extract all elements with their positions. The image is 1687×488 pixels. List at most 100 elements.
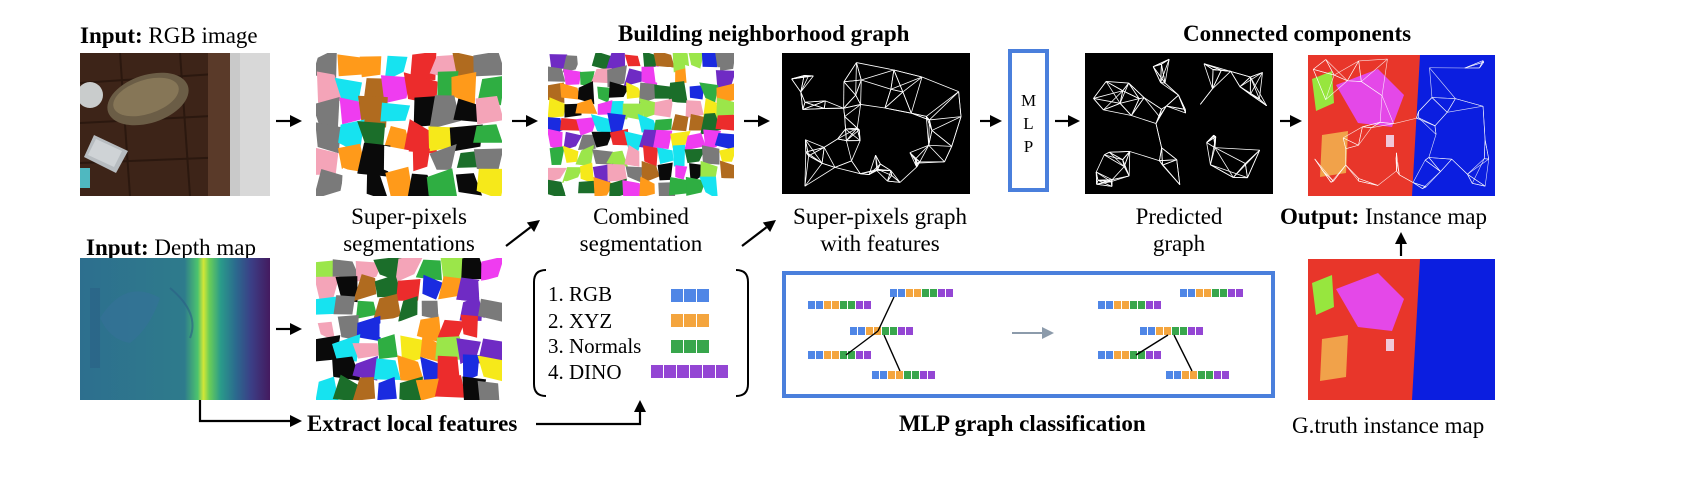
vector-cell	[1130, 351, 1137, 359]
feature-cell	[671, 314, 683, 327]
graph-edge	[890, 76, 923, 90]
superpixel-cell	[590, 114, 613, 134]
superpixel-cell	[352, 376, 376, 400]
graph-edge	[1412, 182, 1427, 188]
superpixel-cell	[577, 81, 595, 105]
superpixel-cell	[352, 355, 378, 381]
superpixel-cell	[606, 150, 628, 167]
feature-rgb-label: 1. RGB	[548, 282, 613, 306]
predicted-graph-caption: Predicted graph	[1085, 203, 1273, 257]
graph-edge	[856, 62, 894, 71]
superpixel-cell	[638, 98, 656, 119]
vector-cell	[808, 301, 815, 309]
graph-edge	[1109, 151, 1130, 153]
input-rgb-bold: Input:	[80, 23, 143, 48]
graph-edge	[1230, 70, 1251, 78]
graph-edge	[1483, 139, 1486, 159]
graph-edge	[860, 173, 870, 175]
superpixel-cell	[591, 68, 612, 84]
superpixel-cell	[715, 70, 734, 89]
superpixel-cell	[333, 295, 356, 315]
vector-cell	[930, 289, 937, 297]
superpixel-cell	[356, 315, 381, 342]
graph-edge	[1379, 95, 1383, 123]
superpixel-cell	[653, 66, 672, 88]
input-rgb-text: RGB image	[148, 23, 258, 48]
graph-edge	[804, 155, 810, 187]
mlp-box: M L P	[1008, 49, 1049, 192]
graph-edge	[804, 100, 826, 103]
graph-edge	[915, 158, 918, 168]
graph-edge	[1358, 178, 1378, 186]
graph-edge	[1358, 126, 1363, 146]
vector-cell	[1212, 289, 1219, 297]
superpixel-cell	[462, 354, 480, 382]
graph-edge	[802, 102, 806, 110]
graph-edge	[1131, 115, 1157, 124]
superpixel-cell	[593, 176, 614, 196]
graph-edge	[804, 163, 823, 187]
region-laptop	[1320, 335, 1348, 381]
graph-edge	[1160, 64, 1162, 83]
graph-edge	[1162, 159, 1177, 166]
graph-edge	[1371, 122, 1381, 128]
graph-edge	[823, 147, 836, 168]
graph-edge	[883, 334, 901, 372]
superpixel-cell	[473, 148, 502, 174]
superpixel-cell	[377, 334, 398, 360]
superpixel-cell	[597, 86, 613, 103]
superpixel-cell	[400, 335, 425, 365]
graph-edge	[1160, 82, 1179, 96]
graph-edge	[1143, 97, 1162, 110]
superpixel-cell	[415, 378, 441, 400]
graph-edge	[1093, 90, 1123, 99]
superpixel-cell	[480, 317, 501, 341]
vector-cell	[1198, 371, 1205, 379]
superpixel-cell	[714, 132, 734, 150]
vector-cell	[1122, 351, 1129, 359]
graph-edge	[1479, 60, 1484, 69]
rgb-image	[80, 53, 270, 196]
graph-edge	[958, 91, 962, 117]
graph-edge	[1122, 151, 1131, 160]
region-cup	[1386, 339, 1394, 351]
graph-edge	[1312, 69, 1326, 100]
superpixel-cell	[451, 72, 477, 106]
graph-edge	[844, 116, 860, 131]
arrow-mlp-to-predicted-head	[1068, 115, 1080, 127]
graph-edge	[1131, 97, 1145, 116]
graph-edge	[1428, 157, 1452, 160]
graph-edge	[1418, 97, 1433, 112]
graph-edge	[1425, 171, 1441, 188]
graph-edge	[860, 104, 885, 109]
graph-edge	[1159, 147, 1163, 161]
feature-cell	[677, 365, 689, 378]
superpixel-cell	[719, 160, 734, 181]
graph-edge	[1239, 86, 1260, 100]
superpixel-cell	[626, 82, 643, 99]
superpixel-cell	[316, 376, 339, 400]
mlp-arrow-head	[1042, 327, 1054, 339]
superpixel-cell	[429, 144, 457, 170]
vector-cell	[858, 327, 865, 335]
graph-edge	[1166, 105, 1186, 110]
graph-edge	[1129, 151, 1160, 162]
arrow-predicted-to-output-head	[1290, 115, 1302, 127]
graph-edge	[1380, 122, 1394, 125]
superpixel-cell	[622, 180, 642, 196]
vector-cell	[1138, 301, 1145, 309]
superpixel-cell	[332, 259, 361, 281]
superpixel-cell	[337, 54, 367, 77]
feature-dino-label: 4. DINO	[548, 360, 622, 384]
superpixel-cell	[549, 54, 568, 71]
graph-edge	[926, 91, 959, 117]
graph-edge	[861, 79, 892, 90]
graph-edge	[928, 144, 945, 163]
arrow-graph-to-mlp-head	[990, 115, 1002, 127]
combined-seg-line2: segmentation	[579, 231, 703, 256]
graph-edge	[860, 79, 862, 105]
superpixel-cell	[372, 293, 402, 321]
graph-edge	[1212, 70, 1222, 89]
vector-cell	[824, 351, 831, 359]
graph-edge	[1342, 137, 1347, 149]
